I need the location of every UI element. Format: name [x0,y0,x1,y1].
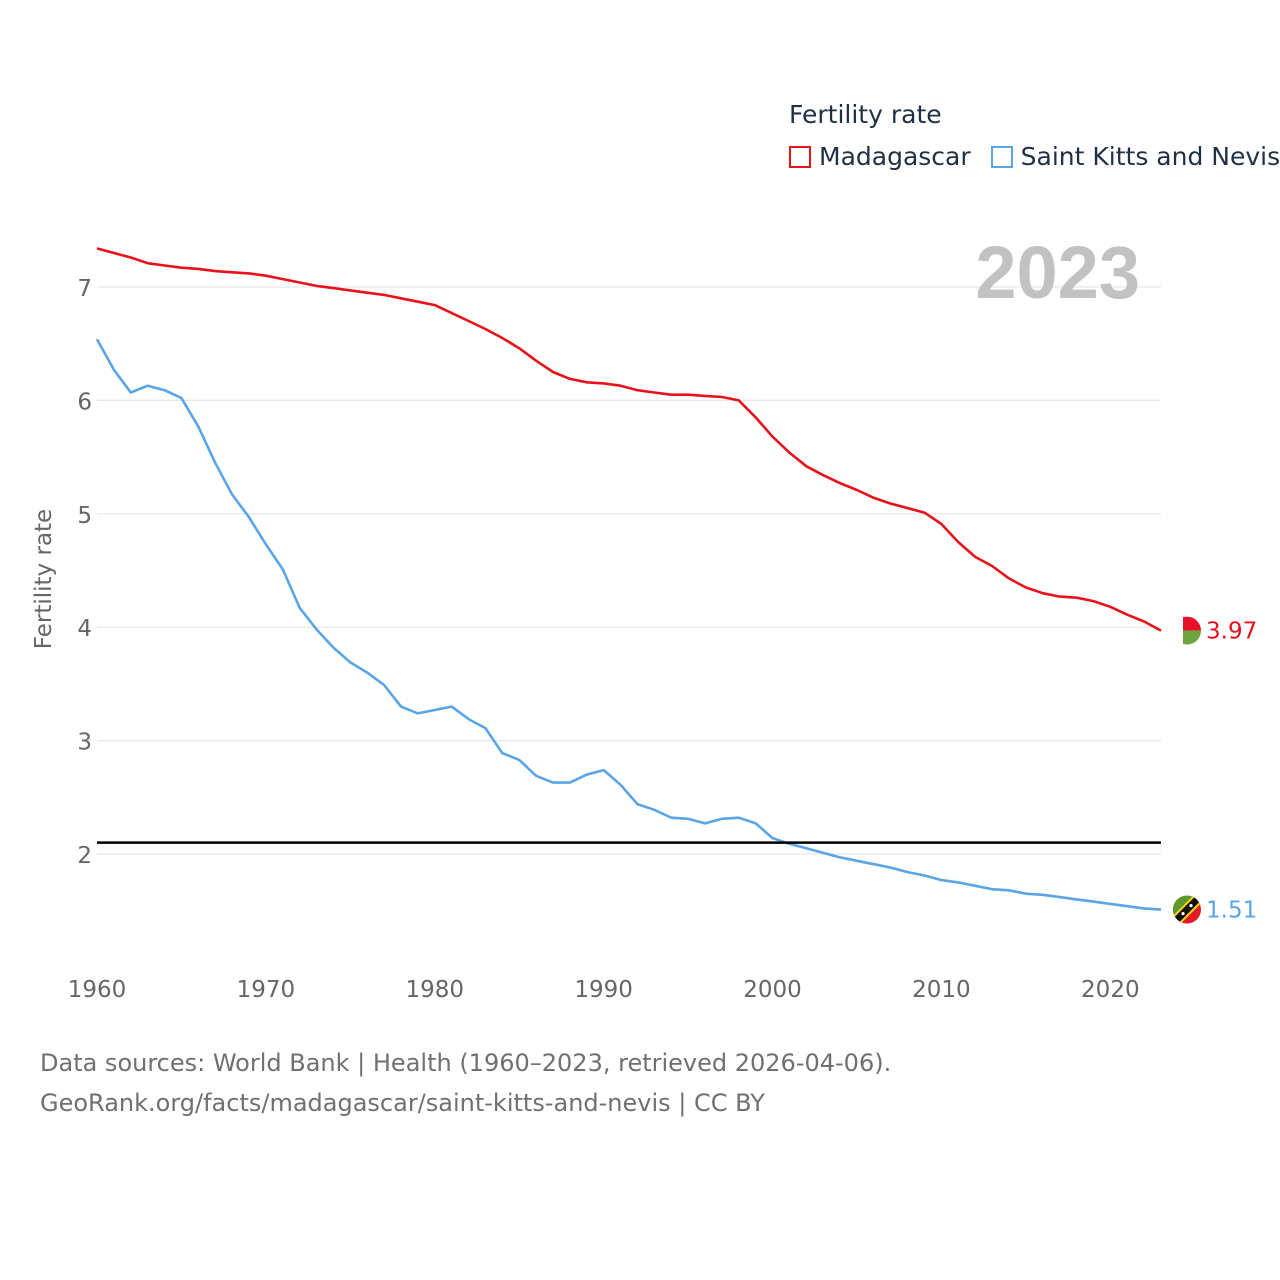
x-tick-label: 1960 [68,977,127,1003]
legend-label-saint-kitts-and-nevis: Saint Kitts and Nevis [1020,142,1280,171]
source-note: Data sources: World Bank | Health (1960–… [40,1043,891,1123]
y-tick-label: 7 [77,276,92,302]
end-label-saint-kitts-and-nevis: 1.51 [1206,898,1257,924]
x-tick-label: 2000 [743,977,802,1003]
series-line-saint-kitts-and-nevis [95,338,1162,911]
y-tick-label: 3 [77,730,92,756]
end-flags [1173,616,1201,924]
year-label: 2023 [975,231,1140,314]
legend-item-saint-kitts-and-nevis[interactable]: Saint Kitts and Nevis [990,142,1280,171]
source-line-1: Data sources: World Bank | Health (1960–… [40,1049,892,1077]
legend-swatch-madagascar [789,145,811,168]
legend-title: Fertility rate [789,100,942,129]
y-tick-label: 4 [77,616,92,642]
legend: Madagascar Saint Kitts and Nevis [789,142,1280,171]
legend-swatch-saint-kitts-and-nevis [990,145,1013,168]
end-value-labels: 3.97 1.51 [1206,619,1257,924]
x-tick-label: 1980 [406,977,465,1003]
x-tick-label: 1970 [237,977,296,1003]
y-axis-label: Fertility rate [31,509,57,649]
x-tick-label: 2010 [912,977,971,1003]
end-label-madagascar: 3.97 [1206,619,1257,645]
y-tick-label: 2 [77,843,92,869]
saint-kitts-and-nevis-flag-icon [1173,895,1201,924]
x-tick-label: 1990 [574,977,633,1003]
x-tick-label: 2020 [1081,977,1140,1003]
legend-item-madagascar[interactable]: Madagascar [789,142,971,171]
madagascar-flag-icon [1173,616,1201,645]
x-tick-labels: 1960 1970 1980 1990 2000 2010 2020 [68,977,1140,1003]
series-group [95,247,1162,911]
y-tick-labels: 2 3 4 5 6 7 [77,276,92,869]
gridlines [97,286,1161,855]
y-tick-label: 5 [77,503,92,529]
legend-label-madagascar: Madagascar [819,142,971,171]
source-line-2[interactable]: GeoRank.org/facts/madagascar/saint-kitts… [40,1089,765,1117]
series-line-madagascar [96,247,1162,632]
y-tick-label: 6 [77,389,92,415]
